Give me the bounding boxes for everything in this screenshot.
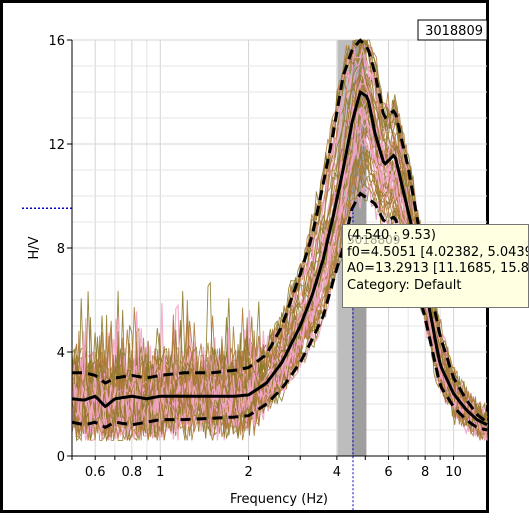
y-tick-label: 4 xyxy=(57,346,65,361)
x-tick-label: 8 xyxy=(421,465,429,480)
y-tick-label: 12 xyxy=(48,138,65,153)
y-tick-label: 16 xyxy=(48,34,65,49)
tooltip-a0: A0=13.2913 [11.1685, 15.8 xyxy=(347,261,529,276)
crosshair xyxy=(22,207,354,512)
tooltip-coordinates: (4.540 ; 9.53) xyxy=(347,228,436,243)
x-tick-labels: 0.6 0.8 1 2 4 6 8 10 xyxy=(85,465,462,480)
x-tick-label: 2 xyxy=(244,465,252,480)
x-axis-label: Frequency (Hz) xyxy=(230,492,328,507)
axes xyxy=(67,39,487,460)
x-tick-label: 0.8 xyxy=(122,465,143,480)
y-axis-label: H/V xyxy=(27,236,42,259)
tooltip-f0: f0=4.5051 [4.02382, 5.0439 xyxy=(347,244,529,260)
chart-title: 3018809 xyxy=(425,24,483,39)
x-tick-label: 10 xyxy=(445,465,462,480)
x-tick-label: 0.6 xyxy=(85,465,106,480)
series-mean-plus-std xyxy=(72,38,488,424)
y-tick-label: 8 xyxy=(57,242,65,257)
x-tick-label: 1 xyxy=(156,465,164,480)
y-tick-label: 0 xyxy=(57,450,65,465)
x-tick-label: 4 xyxy=(333,465,341,480)
tooltip-category: Category: Default xyxy=(347,277,462,293)
x-tick-label: 6 xyxy=(384,465,392,480)
y-tick-labels: 0 4 8 12 16 xyxy=(48,34,65,465)
cursor-tooltip: 3018809 (4.540 ; 9.53) f0=4.5051 [4.0238… xyxy=(342,224,529,308)
title-box xyxy=(417,19,488,41)
tooltip-ghost-text: 3018809 xyxy=(347,233,401,247)
